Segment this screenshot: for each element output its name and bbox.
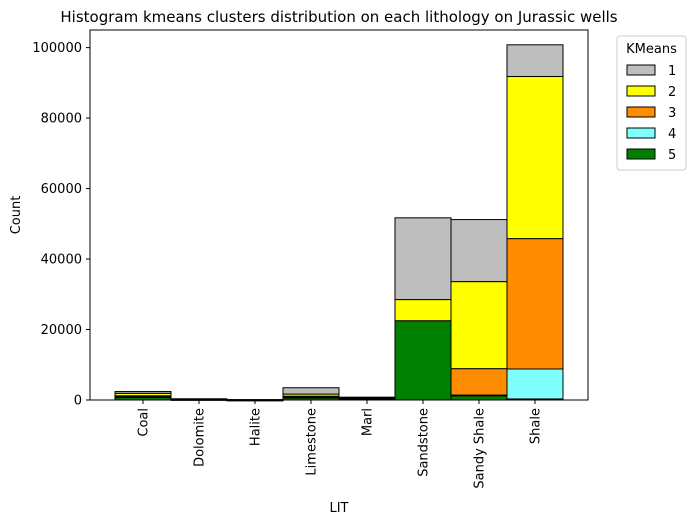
legend: KMeans 1 2 3 4 5 [616,35,687,171]
legend-title: KMeans [626,42,677,57]
bars-layer [114,44,564,402]
bar-segment-cluster-1 [170,398,228,401]
x-tick-label: Halite [249,408,264,446]
bar-segment-cluster-2 [394,299,452,322]
x-tick-label: Limestone [305,408,320,476]
chart-title: Histogram kmeans clusters distribution o… [60,8,617,26]
legend-swatch-3 [626,106,656,118]
legend-swatch-2 [626,85,656,97]
legend-swatch-1 [626,64,656,76]
legend-swatch-5 [626,148,656,160]
bar-segment-cluster-1 [450,219,508,283]
bar-segment-cluster-2 [450,281,508,370]
legend-label-5: 5 [668,148,676,163]
x-tick-label: Coal [137,408,152,437]
legend-items: 1 2 3 4 5 [626,64,676,163]
legend-label-4: 4 [668,127,676,142]
y-tick-label: 80000 [41,112,82,127]
x-tick-label: Dolomite [193,408,208,467]
legend-label-2: 2 [668,85,676,100]
bar-segment-cluster-3 [506,238,564,370]
bar-segment-cluster-5 [450,395,508,401]
bar-segment-cluster-1 [338,396,396,399]
x-tick-label: Sandy Shale [473,408,488,489]
bar-segment-cluster-1 [114,391,172,394]
x-tick-label: Sandstone [417,408,432,477]
y-tick-label: 60000 [41,182,82,197]
bar-segment-cluster-1 [506,44,564,78]
x-axis-title: LIT [329,501,348,516]
y-axis: 0 20000 40000 60000 80000 100000 [32,41,90,409]
x-tick-label: Marl [361,408,376,436]
y-tick-label: 100000 [32,41,82,56]
y-tick-label: 0 [74,394,82,409]
legend-swatch-4 [626,127,656,139]
y-tick-label: 40000 [41,253,82,268]
bar-segment-cluster-1 [394,217,452,301]
y-axis-title: Count [9,196,24,235]
y-tick-label: 20000 [41,323,82,338]
legend-label-1: 1 [668,64,676,79]
plot-frame [89,29,589,401]
legend-label-3: 3 [668,106,676,121]
bar-segment-cluster-4 [506,368,564,400]
x-axis: Coal Dolomite Halite Limestone Marl Sandstone… [137,400,544,489]
bar-segment-cluster-2 [506,76,564,240]
bar-segment-cluster-3 [450,368,508,396]
x-tick-label: Shale [529,408,544,444]
bar-segment-cluster-5 [394,320,452,401]
bar-segment-cluster-1 [282,387,340,395]
